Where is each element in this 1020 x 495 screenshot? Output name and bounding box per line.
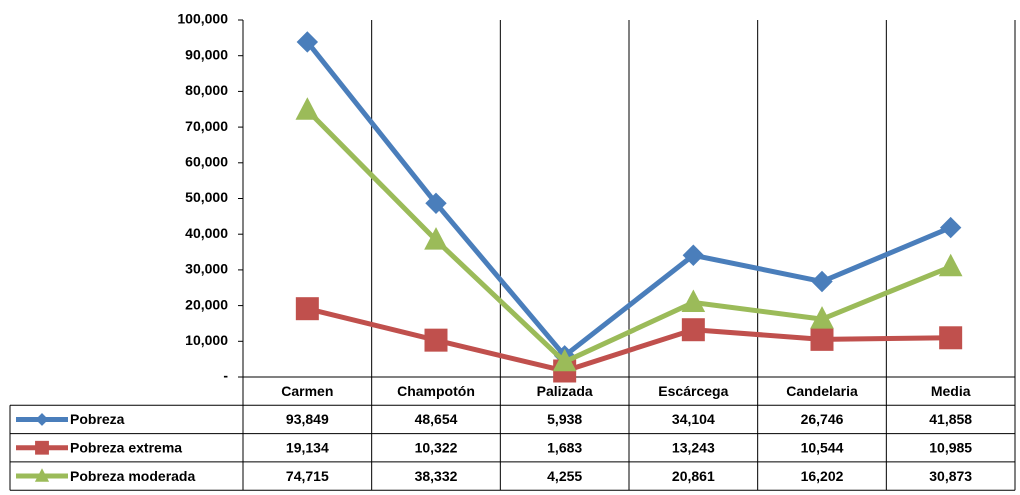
point-marker [424,328,448,352]
y-tick-label: 20,000 [185,296,228,312]
table-value: 93,849 [286,411,329,427]
table-value: 10,322 [415,439,458,455]
table-value: 38,332 [415,468,458,484]
table-value: 20,861 [672,468,715,484]
y-tick-label: 80,000 [185,82,228,98]
table-value: 5,938 [547,411,582,427]
legend-label: Pobreza extrema [70,439,182,455]
point-marker [295,297,319,321]
table-value: 74,715 [286,468,329,484]
legend-label: Pobreza [70,411,125,427]
x-tick-label: Media [931,383,971,399]
y-tick-label: 60,000 [185,154,228,170]
series-line [306,306,951,374]
y-tick-label: 30,000 [185,261,228,277]
table-value: 26,746 [801,411,844,427]
y-tick-label: 70,000 [185,118,228,134]
table-value: 41,858 [929,411,972,427]
legend-marker [35,440,49,455]
x-tick-label: Candelaria [786,383,858,399]
point-marker [425,192,447,215]
x-tick-label: Carmen [281,383,333,399]
point-marker [810,306,834,329]
table-value: 1,683 [547,439,582,455]
legend-marker [35,413,49,426]
x-tick-label: Champotón [397,383,475,399]
x-tick-label: Escárcega [658,383,728,399]
table-value: 10,985 [929,439,972,455]
table-value: 10,544 [801,439,844,455]
legend-marker [34,468,50,482]
y-tick-label: 10,000 [185,332,228,348]
table-value: 19,134 [286,439,329,455]
table-value: 16,202 [801,468,844,484]
y-tick-label: 90,000 [185,46,228,62]
x-tick-label: Palizada [537,383,593,399]
point-marker [552,348,577,372]
point-marker [296,31,319,53]
point-marker [939,216,962,239]
y-tick-label: 100,000 [177,11,228,27]
table-value: 13,243 [672,439,715,455]
point-marker [424,227,448,250]
legend-label: Pobreza moderada [70,468,195,484]
series-line [305,40,952,359]
point-marker [938,253,963,277]
table-value: 34,104 [672,411,715,427]
series-line [305,108,952,365]
point-marker [939,326,963,350]
table-value: 30,873 [929,468,972,484]
point-marker [810,327,834,351]
table-value: 4,255 [547,468,582,484]
point-marker [811,270,833,293]
point-marker [295,97,320,120]
point-marker [681,318,705,342]
y-tick-label: 40,000 [185,225,228,241]
y-tick-label: - [223,368,228,384]
y-tick-label: 50,000 [185,189,228,205]
point-marker [681,289,706,313]
table-value: 48,654 [415,411,458,427]
point-marker [682,244,705,266]
